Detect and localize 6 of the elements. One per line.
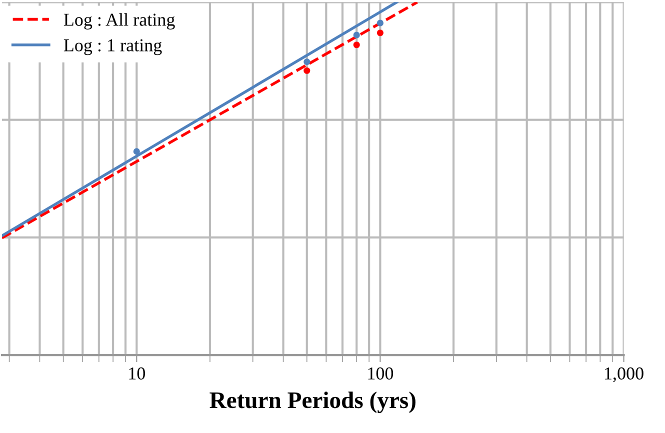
x-tick-label: 10 — [129, 367, 145, 380]
legend-label: Log : 1 rating — [64, 39, 162, 56]
x-axis-title: Return Periods (yrs) — [210, 392, 416, 414]
x-tick-label: 1,000 — [605, 367, 644, 382]
legend-label: Log : All rating — [64, 13, 175, 30]
x-tick-label: 100 — [368, 367, 394, 380]
